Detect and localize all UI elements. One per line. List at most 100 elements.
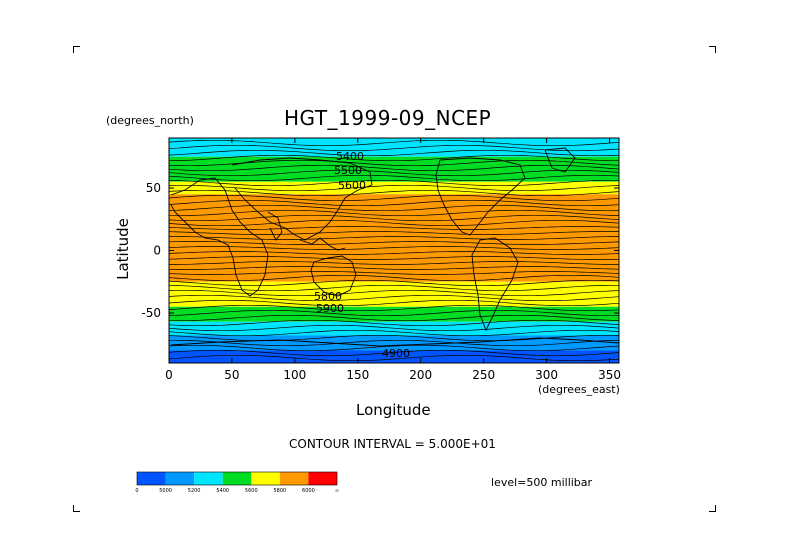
- contour-label: 5400: [336, 150, 364, 163]
- level-text: level=500 millibar: [491, 476, 593, 489]
- contour-line: [168, 154, 619, 162]
- color-band-0: [169, 138, 619, 157]
- contour-line: [168, 199, 620, 207]
- contour-line: [168, 219, 620, 227]
- coastline-asia: [231, 157, 373, 241]
- color-band-2: [169, 181, 619, 195]
- contour-lines: [168, 139, 620, 362]
- colorbar-label: 5600: [245, 488, 258, 494]
- colorbar-swatch: [279, 472, 309, 485]
- contour-line: [168, 149, 620, 157]
- contour-line: [168, 279, 620, 287]
- contour-line: [168, 354, 620, 362]
- color-band-6: [169, 321, 619, 336]
- coastline-north-america: [435, 157, 526, 236]
- contour-line: [168, 189, 620, 197]
- contour-line: [168, 274, 620, 282]
- coastline-antarctica: [170, 337, 620, 347]
- colorbar-swatch: [165, 472, 195, 485]
- contour-line: [168, 329, 620, 337]
- crop-mark-bottom-left: [73, 505, 80, 512]
- x-tick-label: 100: [283, 368, 306, 382]
- contour-line: [169, 236, 620, 240]
- colorbar-swatch: [137, 472, 166, 485]
- contour-line: [168, 169, 620, 177]
- color-bands: [169, 138, 619, 363]
- contour-label: 5800: [314, 290, 342, 303]
- colorbar-swatch: [194, 472, 223, 485]
- contour-line: [168, 164, 620, 172]
- colorbar-label: 5400: [216, 488, 229, 494]
- color-band-7: [169, 335, 619, 351]
- color-band-3: [169, 194, 619, 282]
- contour-line: [168, 184, 620, 192]
- x-axis-ticks: 0 50 100 150 200 250 300 350: [165, 138, 621, 382]
- crop-mark-bottom-right: [709, 505, 716, 512]
- coastline-se-asia-islands: [299, 237, 346, 251]
- contour-line: [168, 309, 619, 317]
- contour-line: [168, 179, 619, 187]
- x-tick-label: 200: [409, 368, 432, 382]
- contour-line: [168, 324, 620, 332]
- contour-line: [168, 304, 620, 312]
- y-units-label: (degrees_north): [106, 114, 194, 127]
- contour-line: [168, 299, 620, 307]
- colorbar: 0 5000 5200 5400 5600 5800 6000 ∞: [135, 471, 339, 494]
- crop-mark-top-right: [709, 46, 716, 53]
- colorbar-label: 5800: [273, 488, 286, 494]
- contour-line: [168, 241, 620, 245]
- contour-label: 5500: [334, 164, 362, 177]
- contour-line: [168, 294, 620, 302]
- contour-line: [168, 214, 620, 222]
- coastline-india: [267, 211, 283, 241]
- contour-line: [169, 209, 620, 217]
- plot-title: HGT_1999-09_NCEP: [284, 106, 492, 130]
- contour-line: [168, 289, 620, 297]
- x-axis-label: Longitude: [356, 401, 431, 419]
- coastline-australia: [310, 255, 357, 297]
- colorbar-label: 5000: [159, 488, 172, 494]
- contour-line: [168, 349, 620, 357]
- contour-label: 5900: [316, 302, 344, 315]
- contour-line: [168, 204, 620, 212]
- contour-line: [168, 194, 620, 202]
- contour-line: [169, 339, 620, 347]
- contour-line: [168, 246, 620, 250]
- contour-line: [168, 261, 619, 265]
- colorbar-swatch: [308, 472, 337, 485]
- x-tick-label: 350: [598, 368, 621, 382]
- contour-line: [168, 284, 619, 292]
- contour-line: [169, 314, 620, 322]
- coastline-africa-europe: [170, 177, 269, 297]
- x-tick-label: 0: [165, 368, 173, 382]
- contour-line: [168, 271, 620, 275]
- contour-line: [168, 251, 620, 255]
- coastline-south-america: [471, 237, 519, 332]
- contour-label: 5600: [338, 179, 366, 192]
- y-tick-label: 50: [146, 181, 161, 195]
- contour-label: 4900: [382, 347, 410, 360]
- contour-line: [168, 266, 620, 270]
- crop-mark-top-left: [73, 46, 80, 53]
- colorbar-label: 0: [135, 488, 138, 494]
- x-tick-label: 300: [535, 368, 558, 382]
- colorbar-frame: [136, 471, 338, 486]
- contour-line: [168, 319, 620, 327]
- x-tick-label: 250: [472, 368, 495, 382]
- contour-line: [168, 231, 620, 235]
- y-axis-ticks: 50 0 -50: [141, 181, 619, 320]
- coastline-greenland: [544, 147, 576, 173]
- x-units-label: (degrees_east): [538, 383, 620, 396]
- colorbar-label: 6000: [302, 488, 315, 494]
- contour-line: [168, 256, 620, 260]
- contour-line: [168, 174, 620, 182]
- contour-line: [168, 226, 620, 230]
- contour-line: [168, 139, 620, 147]
- y-tick-label: 0: [153, 244, 161, 258]
- colorbar-swatch: [251, 472, 280, 485]
- colorbar-swatch: [222, 472, 252, 485]
- contour-interval-text: CONTOUR INTERVAL = 5.000E+01: [289, 437, 496, 451]
- contour-line: [168, 344, 620, 352]
